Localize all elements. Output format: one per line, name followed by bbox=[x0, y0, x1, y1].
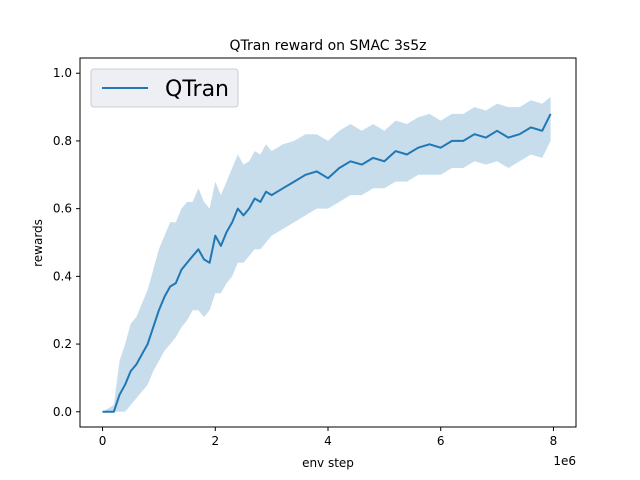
plot-area bbox=[80, 58, 576, 427]
x-tick-label: 4 bbox=[324, 434, 332, 448]
x-tick-label: 6 bbox=[437, 434, 445, 448]
y-tick-label: 0.0 bbox=[53, 405, 72, 419]
y-axis-label: rewards bbox=[31, 219, 45, 267]
x-tick-label: 2 bbox=[211, 434, 219, 448]
legend: QTran bbox=[90, 68, 239, 108]
series-band-qtran bbox=[102, 96, 551, 412]
x-axis-label: env step bbox=[302, 456, 354, 470]
chart-title: QTran reward on SMAC 3s5z bbox=[230, 38, 427, 54]
x-axis-ticks: 0 2 4 6 8 bbox=[99, 427, 558, 448]
legend-entry-qtran: QTran bbox=[165, 77, 229, 102]
x-axis-offset-label: 1e6 bbox=[553, 454, 576, 468]
y-tick-label: 1.0 bbox=[53, 66, 72, 80]
y-tick-label: 0.4 bbox=[53, 269, 72, 283]
series-layer bbox=[102, 96, 552, 413]
y-axis-ticks: 0.0 0.2 0.4 0.6 0.8 1.0 bbox=[53, 66, 80, 419]
series-line-qtran bbox=[102, 113, 552, 413]
y-tick-label: 0.2 bbox=[53, 337, 72, 351]
legend-box bbox=[90, 68, 239, 108]
y-tick-label: 0.8 bbox=[53, 134, 72, 148]
x-tick-label: 8 bbox=[550, 434, 558, 448]
y-tick-label: 0.6 bbox=[53, 202, 72, 216]
x-tick-label: 0 bbox=[99, 434, 107, 448]
